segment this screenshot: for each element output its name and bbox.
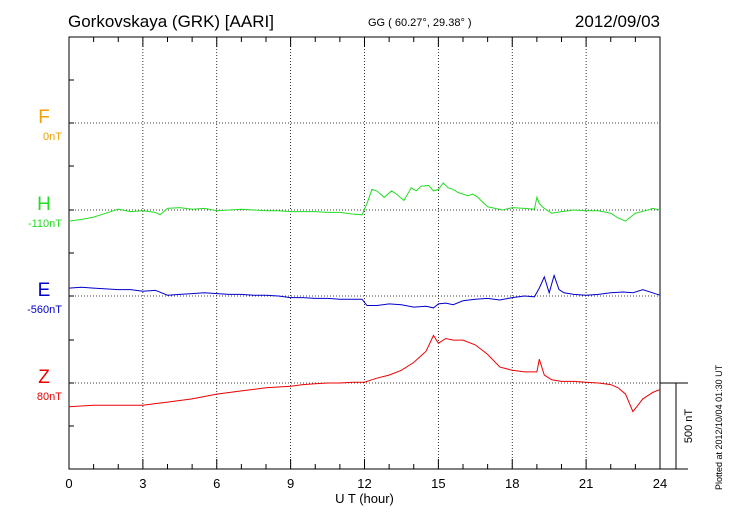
series-line-e (68, 273, 661, 309)
series-name-z: Z (38, 367, 50, 388)
x-tick-label: 21 (579, 476, 593, 491)
series-name-e: E (38, 280, 51, 301)
scale-bar-label: 500 nT (683, 409, 695, 444)
plotted-timestamp: Plotted at 2012/10/04 01:30 UT (714, 364, 724, 490)
x-tick-label: 12 (357, 476, 371, 491)
x-axis-label: U T (hour) (335, 491, 394, 506)
series-name-h: H (37, 194, 51, 215)
x-tick-label: 9 (287, 476, 294, 491)
series-baseline-label-e: -560nT (27, 304, 62, 316)
x-tick-label: 0 (65, 476, 72, 491)
series-baseline-label-h: -110nT (28, 218, 62, 230)
x-tick-label: 18 (505, 476, 519, 491)
series-name-f: F (38, 107, 50, 128)
x-tick-label: 24 (653, 476, 667, 491)
geographic-coordinates: GG ( 60.27°, 29.38° ) (368, 17, 472, 29)
station-title: Gorkovskaya (GRK) [AARI] (68, 12, 274, 31)
series-baseline-label-z: 80nT (37, 391, 62, 403)
series-line-z (68, 334, 661, 413)
x-tick-label: 6 (213, 476, 220, 491)
series-line-h (68, 182, 661, 222)
series-baseline-label-f: 0nT (43, 131, 62, 143)
x-tick-label: 3 (139, 476, 146, 491)
plot-date: 2012/09/03 (574, 12, 660, 31)
x-tick-label: 15 (431, 476, 445, 491)
